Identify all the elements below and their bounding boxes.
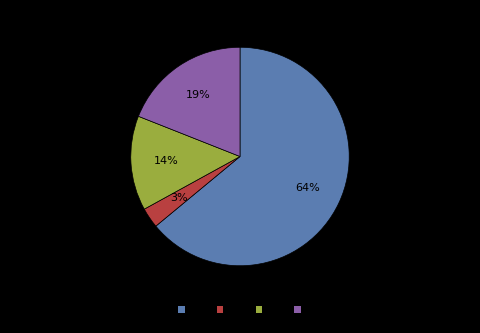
- Text: 3%: 3%: [170, 193, 187, 203]
- Text: 64%: 64%: [295, 183, 320, 193]
- Text: 19%: 19%: [186, 90, 211, 100]
- Legend: , , , : , , ,: [178, 305, 302, 315]
- Wedge shape: [156, 47, 349, 266]
- Text: 14%: 14%: [154, 156, 178, 166]
- Wedge shape: [131, 116, 240, 209]
- Wedge shape: [144, 157, 240, 226]
- Wedge shape: [138, 47, 240, 157]
